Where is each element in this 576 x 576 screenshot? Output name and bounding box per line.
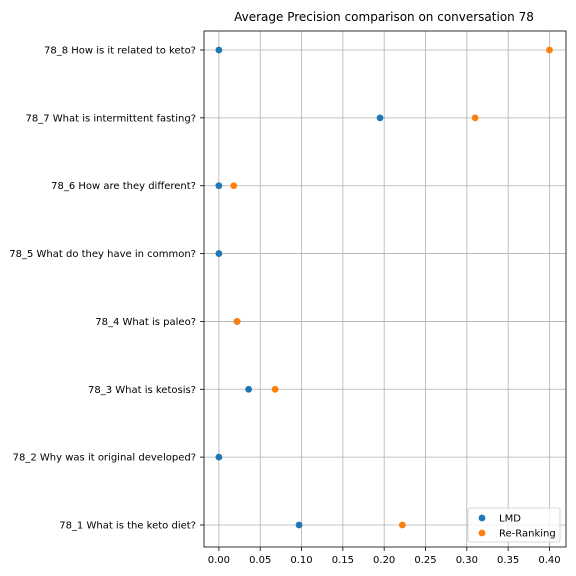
y-tick-label: 78_5 What do they have in common? — [9, 249, 196, 260]
point-re-ranking-3 — [271, 385, 279, 393]
x-tick-label: 0.20 — [373, 555, 395, 566]
y-tick-label: 78_6 How are they different? — [51, 181, 196, 192]
legend-marker — [478, 514, 486, 522]
point-lmd-1 — [295, 521, 303, 529]
y-tick-label: 78_4 What is paleo? — [95, 317, 196, 328]
data-points — [215, 46, 553, 529]
point-lmd-8 — [215, 46, 223, 54]
x-tick-label: 0.35 — [497, 555, 519, 566]
y-tick-label: 78_3 What is ketosis? — [88, 385, 196, 396]
y-tick-label: 78_1 What is the keto diet? — [59, 521, 196, 532]
chart-title: Average Precision comparison on conversa… — [234, 10, 534, 24]
point-re-ranking-1 — [398, 521, 406, 529]
y-tick-label: 78_8 How is it related to keto? — [44, 46, 196, 57]
legend-box — [467, 507, 561, 543]
x-tick-label: 0.25 — [414, 555, 436, 566]
point-lmd-5 — [215, 250, 223, 257]
x-tick-label: 0.30 — [456, 555, 478, 566]
y-tick-label: 78_2 Why was it original developed? — [13, 453, 196, 464]
legend-label: LMD — [499, 514, 521, 525]
x-tick-label: 0.15 — [332, 555, 354, 566]
grid-lines — [204, 31, 566, 547]
point-lmd-7 — [376, 114, 384, 122]
x-tick-label: 0.10 — [290, 555, 312, 566]
point-lmd-3 — [245, 385, 253, 393]
y-tick-label: 78_7 What is intermittent fasting? — [25, 113, 196, 124]
point-re-ranking-4 — [233, 318, 241, 325]
point-lmd-6 — [215, 182, 223, 190]
legend-label: Re-Ranking — [499, 529, 556, 540]
axes: 0.00 0.05 0.10 0.15 0.20 0.25 0.30 0.35 0.40 78_1… — [9, 30, 567, 566]
x-tick-label: 0.05 — [249, 555, 271, 566]
plot-frame — [203, 30, 567, 548]
legend: LMD Re-Ranking — [467, 507, 561, 543]
point-re-ranking-7 — [471, 114, 479, 122]
point-lmd-2 — [215, 453, 223, 461]
legend-marker — [478, 529, 486, 537]
x-tick-label: 0.00 — [208, 555, 230, 566]
point-re-ranking-8 — [546, 46, 553, 54]
x-tick-label: 0.40 — [538, 555, 560, 566]
point-re-ranking-6 — [230, 182, 238, 190]
